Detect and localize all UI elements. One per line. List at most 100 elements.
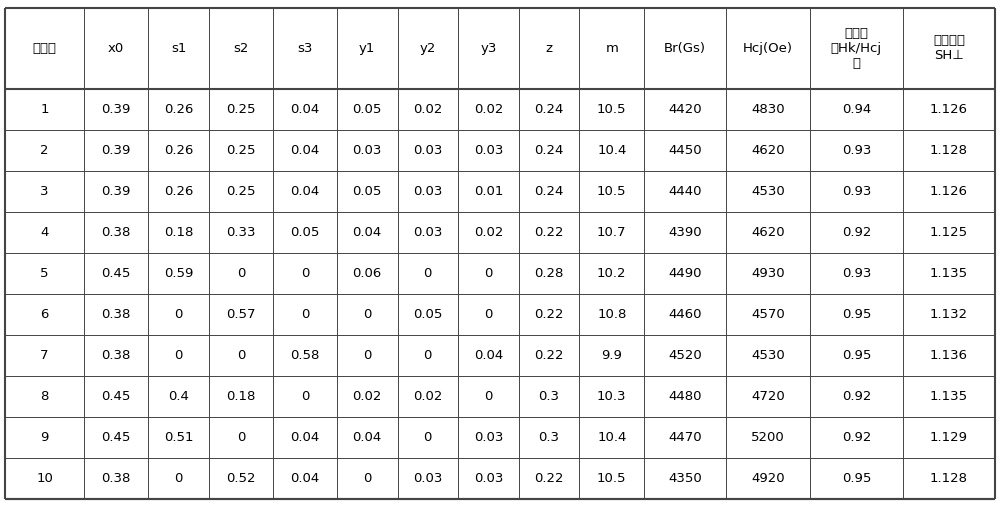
Text: Br(Gs): Br(Gs) [664,42,706,55]
Text: 4830: 4830 [751,103,785,116]
Text: Hcj(Oe): Hcj(Oe) [743,42,793,55]
Text: 0.25: 0.25 [226,144,256,157]
Text: 0.03: 0.03 [474,431,503,444]
Text: 0.93: 0.93 [842,185,871,198]
Text: 5200: 5200 [751,431,785,444]
Text: 0.22: 0.22 [534,473,564,485]
Text: 0.03: 0.03 [413,473,442,485]
Text: 10.8: 10.8 [597,308,626,321]
Text: 0.02: 0.02 [413,390,442,403]
Text: 1: 1 [40,103,49,116]
Text: 10: 10 [36,473,53,485]
Text: 0.93: 0.93 [842,267,871,280]
Text: 0.26: 0.26 [164,185,193,198]
Text: s1: s1 [171,42,186,55]
Text: 0.51: 0.51 [164,431,193,444]
Text: 0.39: 0.39 [102,185,131,198]
Text: 4480: 4480 [668,390,702,403]
Text: 4530: 4530 [751,185,785,198]
Text: 0.95: 0.95 [842,473,871,485]
Text: 0: 0 [174,473,183,485]
Text: 10.5: 10.5 [597,103,627,116]
Text: x0: x0 [108,42,124,55]
Text: 3: 3 [40,185,49,198]
Text: 0.18: 0.18 [226,390,256,403]
Text: 0: 0 [484,390,493,403]
Text: 0.59: 0.59 [164,267,193,280]
Text: 0.38: 0.38 [102,473,131,485]
Text: 10.2: 10.2 [597,267,627,280]
Text: 0: 0 [363,349,371,362]
Text: 1.126: 1.126 [930,185,968,198]
Text: 4: 4 [40,226,49,239]
Text: 1.135: 1.135 [930,267,968,280]
Text: 0.22: 0.22 [534,226,564,239]
Text: 0.02: 0.02 [474,226,503,239]
Text: 0: 0 [424,349,432,362]
Text: 0.95: 0.95 [842,308,871,321]
Text: 4440: 4440 [668,185,702,198]
Text: 0.26: 0.26 [164,144,193,157]
Text: 4920: 4920 [751,473,785,485]
Text: 0.03: 0.03 [413,226,442,239]
Text: 1.128: 1.128 [930,144,968,157]
Text: 9.9: 9.9 [601,349,622,362]
Text: 10.4: 10.4 [597,431,626,444]
Text: 0: 0 [424,267,432,280]
Text: s2: s2 [233,42,249,55]
Text: 0.39: 0.39 [102,103,131,116]
Text: 0.05: 0.05 [353,103,382,116]
Text: 0.45: 0.45 [102,390,131,403]
Text: 0: 0 [237,431,245,444]
Text: 0.24: 0.24 [534,103,564,116]
Text: 0.02: 0.02 [353,390,382,403]
Text: 4620: 4620 [751,226,785,239]
Text: 6: 6 [40,308,49,321]
Text: 0.05: 0.05 [290,226,320,239]
Text: 4570: 4570 [751,308,785,321]
Text: 4930: 4930 [751,267,785,280]
Text: 0.18: 0.18 [164,226,193,239]
Text: 0.28: 0.28 [534,267,564,280]
Text: 0.22: 0.22 [534,349,564,362]
Text: 0.04: 0.04 [290,431,320,444]
Text: 0: 0 [424,431,432,444]
Text: 1.136: 1.136 [930,349,968,362]
Text: 0.06: 0.06 [353,267,382,280]
Text: 0: 0 [301,390,309,403]
Text: 0.3: 0.3 [538,431,559,444]
Text: 4520: 4520 [668,349,702,362]
Text: 4420: 4420 [668,103,702,116]
Text: 1.129: 1.129 [930,431,968,444]
Text: 0.04: 0.04 [290,473,320,485]
Text: 0.4: 0.4 [168,390,189,403]
Text: 10.4: 10.4 [597,144,626,157]
Text: 5: 5 [40,267,49,280]
Text: y1: y1 [359,42,375,55]
Text: 1.125: 1.125 [930,226,968,239]
Text: 0.04: 0.04 [353,431,382,444]
Text: 0.02: 0.02 [413,103,442,116]
Text: 1.128: 1.128 [930,473,968,485]
Text: 0.52: 0.52 [226,473,256,485]
Text: 7: 7 [40,349,49,362]
Text: 0.25: 0.25 [226,103,256,116]
Text: 0: 0 [237,267,245,280]
Text: 0.93: 0.93 [842,144,871,157]
Text: 0.45: 0.45 [102,267,131,280]
Text: y2: y2 [420,42,436,55]
Text: m: m [605,42,618,55]
Text: 4470: 4470 [668,431,702,444]
Text: 9: 9 [40,431,49,444]
Text: 4460: 4460 [668,308,702,321]
Text: 1.126: 1.126 [930,103,968,116]
Text: 样品号: 样品号 [33,42,57,55]
Text: 10.7: 10.7 [597,226,627,239]
Text: 0.3: 0.3 [538,390,559,403]
Text: 0: 0 [301,267,309,280]
Text: 0.05: 0.05 [353,185,382,198]
Text: 0.33: 0.33 [226,226,256,239]
Text: 8: 8 [40,390,49,403]
Text: 10.5: 10.5 [597,185,627,198]
Text: s3: s3 [297,42,313,55]
